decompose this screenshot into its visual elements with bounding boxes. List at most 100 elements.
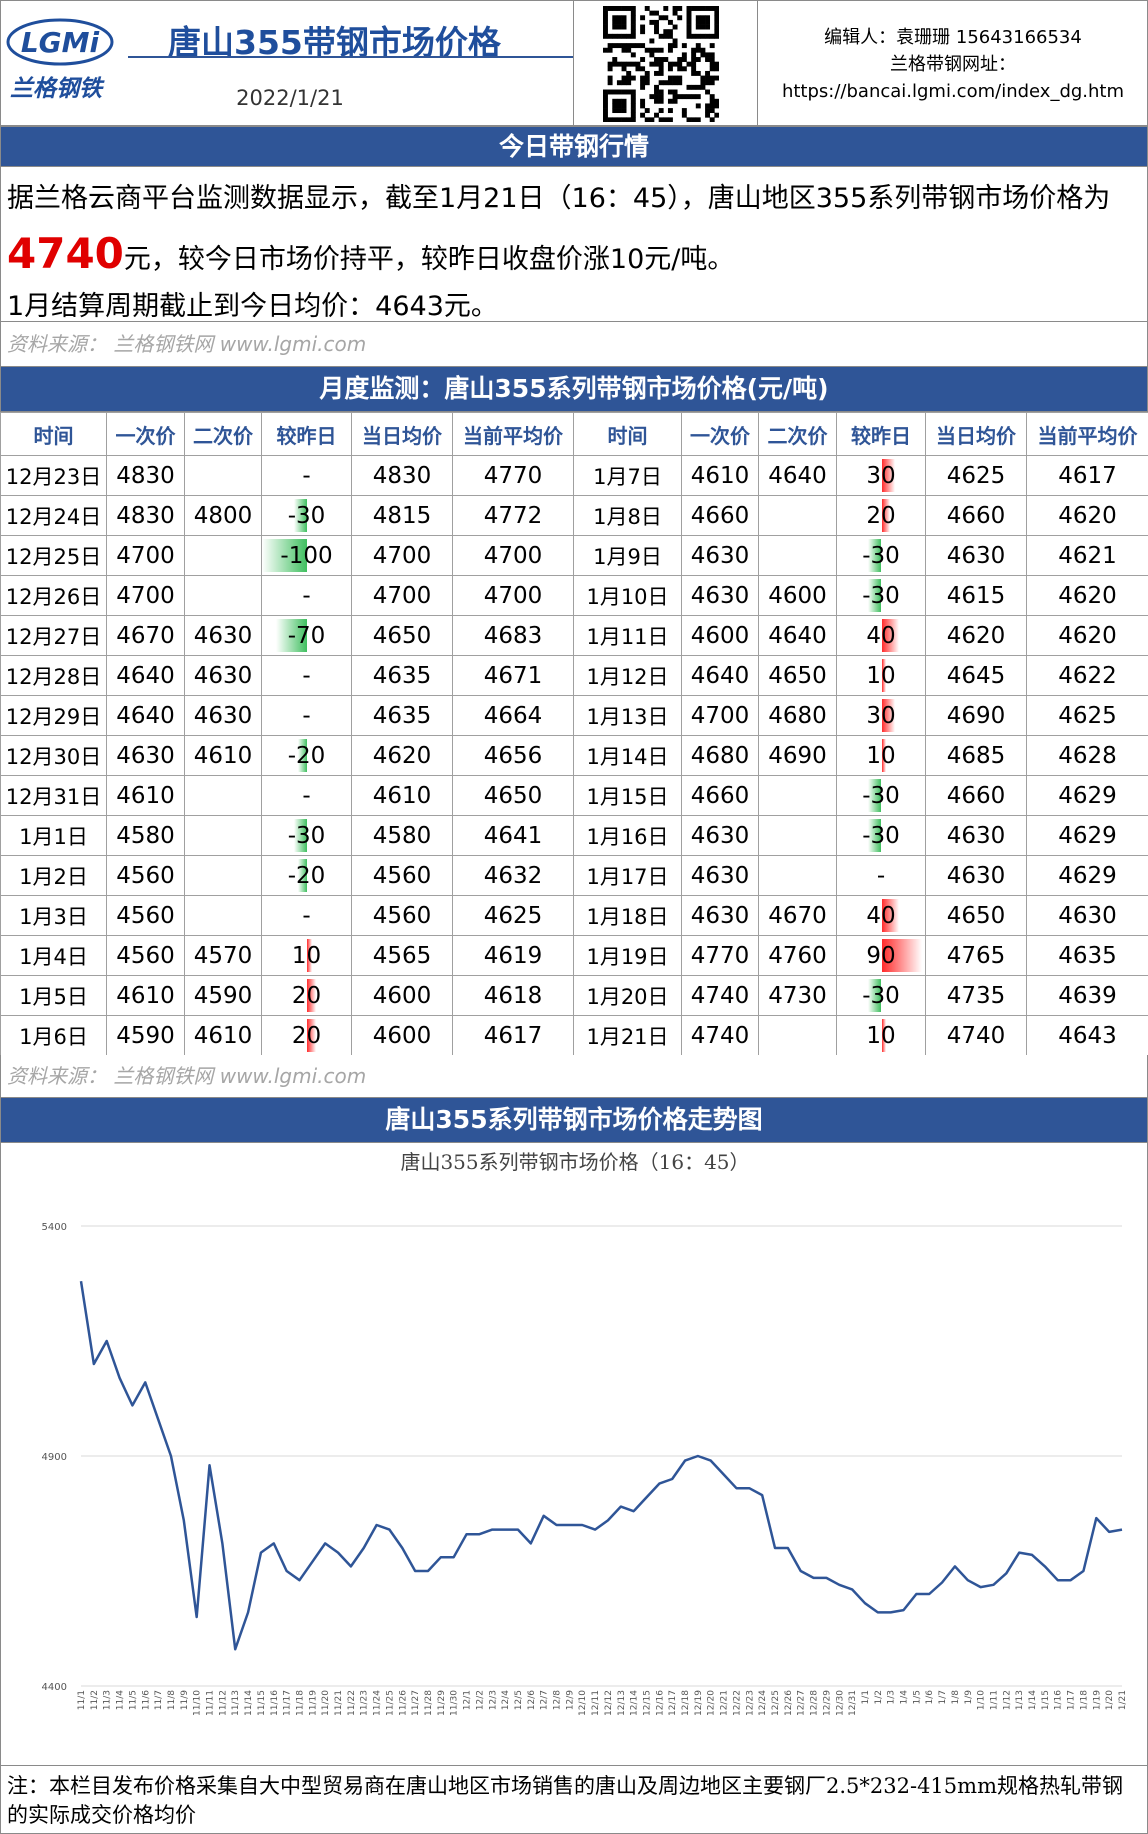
qr-module (686, 6, 692, 11)
cell-value: -30 (287, 502, 326, 529)
chart-title: 唐山355系列带钢市场价格（16：45） (400, 1150, 749, 1174)
cell-value: 4610 (116, 782, 175, 809)
table-cell: 4610 (106, 975, 185, 1016)
x-tick-label: 11/7 (154, 1690, 164, 1710)
qr-module (695, 103, 701, 109)
qr-module (630, 24, 636, 30)
qr-module (714, 98, 719, 104)
qr-module (695, 24, 701, 30)
table-cell: 4620 (1026, 575, 1148, 616)
qr-module (705, 80, 711, 86)
table-cell: 4565 (351, 935, 453, 976)
table-cell: 4630 (1026, 895, 1148, 936)
qr-module (681, 66, 687, 72)
qr-module (714, 6, 719, 11)
table-cell: 4660 (681, 775, 759, 816)
column-header: 时间 (0, 412, 107, 456)
cell-value: 4639 (1058, 982, 1117, 1009)
cell-value: 4650 (372, 622, 432, 649)
qr-module (640, 80, 646, 86)
column-header: 较昨日 (261, 412, 352, 456)
title: 唐山355带钢市场价格 (168, 23, 501, 62)
table-cell: 4700 (106, 575, 185, 616)
table-cell: 4772 (452, 495, 574, 536)
cell-value: 4560 (372, 862, 432, 889)
cell-value: 4650 (768, 662, 827, 689)
x-tick-label: 1/9 (964, 1690, 974, 1705)
x-tick-label: 12/12 (604, 1690, 614, 1716)
table-cell (184, 535, 262, 576)
qr-module (626, 6, 632, 11)
x-tick-label: 12/16 (655, 1690, 665, 1716)
cell-value: - (302, 662, 311, 689)
qr-module (672, 24, 678, 30)
x-tick-label: 11/5 (128, 1690, 138, 1710)
table-cell: 4645 (925, 655, 1027, 696)
qr-module (654, 98, 659, 104)
logo-ring (6, 18, 114, 66)
qr-module (630, 117, 636, 122)
qr-module (635, 61, 641, 67)
qr-module (603, 6, 608, 11)
x-tick-label: 11/10 (193, 1690, 203, 1716)
x-tick-label: 11/11 (206, 1690, 216, 1716)
table-cell: 12月29日 (0, 695, 107, 736)
table-cell: 4600 (681, 615, 759, 656)
change-bar (881, 699, 895, 732)
qr-module (626, 47, 632, 53)
change-bar (881, 499, 891, 532)
cell-value: 4683 (483, 622, 543, 649)
table-cell: 4630 (925, 535, 1027, 576)
column-header: 较昨日 (836, 412, 926, 456)
qr-module (621, 89, 627, 95)
qr-module (654, 57, 659, 62)
table-cell: 4625 (1026, 695, 1148, 736)
cell-value: 12月29日 (5, 704, 102, 729)
qr-module (709, 52, 715, 58)
qr-module (691, 117, 697, 122)
cell-value: 4635 (372, 702, 432, 729)
cell-value: 4735 (946, 982, 1006, 1009)
table-cell: 4620 (925, 615, 1027, 656)
qr-module (621, 80, 627, 86)
qr-module (672, 98, 678, 104)
x-tick-label: 12/18 (681, 1690, 691, 1716)
qr-module (714, 103, 719, 109)
x-tick-label: 12/28 (810, 1690, 820, 1716)
qr-module (654, 47, 659, 53)
cell-value: - (302, 902, 311, 929)
cell-value: 4632 (483, 862, 543, 889)
cell-value: 12月31日 (5, 784, 102, 809)
qr-module (621, 47, 627, 53)
qr-module (612, 89, 618, 95)
table-row: 12月23日 4830 - 4830 4770 1月7日 4610 4640 30 4625 461… (0, 455, 1148, 496)
cell-value: 4630 (946, 822, 1006, 849)
cell-value: 4622 (1058, 662, 1117, 689)
qr-module (630, 52, 636, 58)
column-header: 一次价 (681, 412, 759, 456)
table-cell (184, 455, 262, 496)
qr-module (640, 112, 646, 118)
table-cell: 4660 (925, 495, 1027, 536)
x-tick-label: 1/20 (1105, 1690, 1115, 1710)
x-tick-label: 12/5 (514, 1690, 524, 1710)
qr-module (644, 108, 650, 114)
column-header: 一次价 (106, 412, 185, 456)
table-cell: 1月9日 (573, 535, 682, 576)
qr-module (621, 75, 627, 81)
table-cell (184, 775, 262, 816)
x-tick-label: 12/31 (848, 1690, 858, 1716)
table-cell: 1月13日 (573, 695, 682, 736)
qr-module (700, 6, 706, 11)
table-cell: 4630 (106, 735, 185, 776)
cell-value: 4650 (483, 782, 543, 809)
table-cell: 4629 (1026, 775, 1148, 816)
x-tick-label: 1/16 (1054, 1690, 1064, 1710)
cell-value: 4620 (372, 742, 432, 769)
qr-code (603, 6, 719, 122)
cell-value: 4630 (690, 582, 750, 609)
qr-module (644, 80, 650, 86)
qr-module (691, 84, 697, 90)
qr-module (663, 80, 669, 86)
x-tick-label: 11/19 (308, 1690, 318, 1716)
